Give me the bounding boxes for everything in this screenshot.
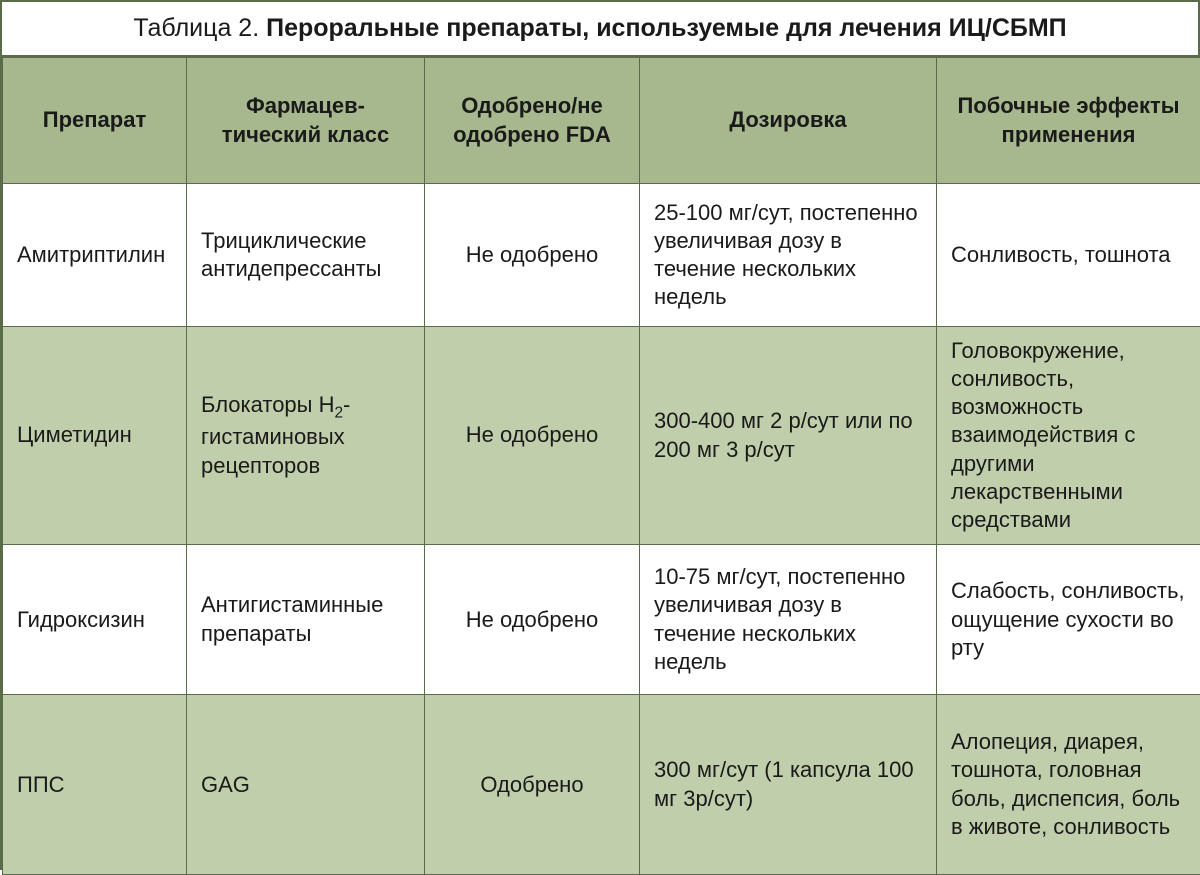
cell-drug: ППС bbox=[3, 695, 187, 875]
caption-title: Пероральные препараты, используемые для … bbox=[266, 14, 1067, 42]
medications-table: Препарат Фармацев­тический класс Одобрен… bbox=[2, 57, 1200, 875]
cell-fda: Одобрено bbox=[425, 695, 640, 875]
cell-drug: Циметидин bbox=[3, 327, 187, 545]
table-row: Циметидин Блокаторы H2-гистаминовых реце… bbox=[3, 327, 1200, 545]
col-header-fda: Одобрено/не одобрено FDA bbox=[425, 58, 640, 184]
col-header-class: Фармацев­тический класс bbox=[187, 58, 425, 184]
cell-class: Блокаторы H2-гистаминовых рецепторов bbox=[187, 327, 425, 545]
cell-fda: Не одобрено bbox=[425, 545, 640, 695]
cell-effects: Головокружение, сонливость, возможность … bbox=[937, 327, 1200, 545]
table-row: Амитриптилин Трициклические антидепресса… bbox=[3, 184, 1200, 327]
cell-effects: Сонливость, тошнота bbox=[937, 184, 1200, 327]
cell-effects: Алопеция, диарея, тошнота, головная боль… bbox=[937, 695, 1200, 875]
table-header-row: Препарат Фармацев­тический класс Одобрен… bbox=[3, 58, 1200, 184]
caption-label: Таблица 2. bbox=[133, 14, 266, 42]
cell-drug: Гидроксизин bbox=[3, 545, 187, 695]
table-caption: Таблица 2. Пероральные препараты, исполь… bbox=[2, 2, 1198, 57]
cell-dose: 25-100 мг/сут, постепенно увеличивая доз… bbox=[640, 184, 937, 327]
cell-dose: 300-400 мг 2 р/сут или по 200 мг 3 р/сут bbox=[640, 327, 937, 545]
cell-fda: Не одобрено bbox=[425, 327, 640, 545]
cell-class: Антигистаминные препараты bbox=[187, 545, 425, 695]
cell-dose: 10-75 мг/сут, постепенно увеличивая дозу… bbox=[640, 545, 937, 695]
cell-drug: Амитриптилин bbox=[3, 184, 187, 327]
table-row: Гидроксизин Антигистаминные препараты Не… bbox=[3, 545, 1200, 695]
cell-dose: 300 мг/сут (1 капсула 100 мг 3р/сут) bbox=[640, 695, 937, 875]
col-header-dose: Дозировка bbox=[640, 58, 937, 184]
cell-class: GAG bbox=[187, 695, 425, 875]
col-header-effects: Побочные эффекты применения bbox=[937, 58, 1200, 184]
cell-class: Трициклические антидепрессанты bbox=[187, 184, 425, 327]
cell-effects: Слабость, сонливость, ощущение сухости в… bbox=[937, 545, 1200, 695]
oral-medications-table: Таблица 2. Пероральные препараты, исполь… bbox=[0, 0, 1200, 870]
table-row: ППС GAG Одобрено 300 мг/сут (1 капсула 1… bbox=[3, 695, 1200, 875]
cell-fda: Не одобрено bbox=[425, 184, 640, 327]
col-header-drug: Препарат bbox=[3, 58, 187, 184]
